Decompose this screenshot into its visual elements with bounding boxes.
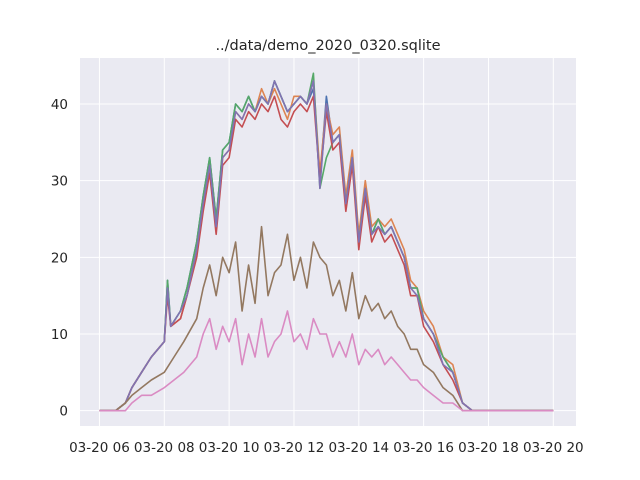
- series-line-7: [99, 310, 554, 412]
- x-tick-label: 03-20 08: [134, 440, 195, 456]
- y-tick-label: 30: [51, 174, 68, 190]
- y-tick-label: 0: [59, 404, 68, 420]
- series-line-6: [99, 225, 554, 412]
- x-tick-label: 03-20 18: [458, 440, 519, 456]
- x-tick-label: 03-20 14: [328, 440, 389, 456]
- x-tick-label: 03-20 06: [69, 440, 130, 456]
- x-tick-label: 03-20 12: [264, 440, 325, 456]
- x-tick-label: 03-20 10: [199, 440, 260, 456]
- x-tick-label: 03-20 16: [393, 440, 454, 456]
- chart-title: ../data/demo_2020_0320.sqlite: [215, 38, 440, 54]
- x-tick-label: 03-20 20: [523, 440, 584, 456]
- y-tick-label: 40: [51, 97, 68, 113]
- x-axis-ticks: 03-20 06 03-20 08 03-20 10 03-20 12 03-20 14…: [69, 440, 584, 456]
- grid: [80, 58, 576, 426]
- series-line-5: [99, 80, 554, 412]
- series-group: [99, 72, 554, 412]
- y-tick-label: 10: [51, 327, 68, 343]
- y-tick-label: 20: [51, 250, 68, 266]
- y-axis-ticks: 0 10 20 30 40: [51, 97, 68, 420]
